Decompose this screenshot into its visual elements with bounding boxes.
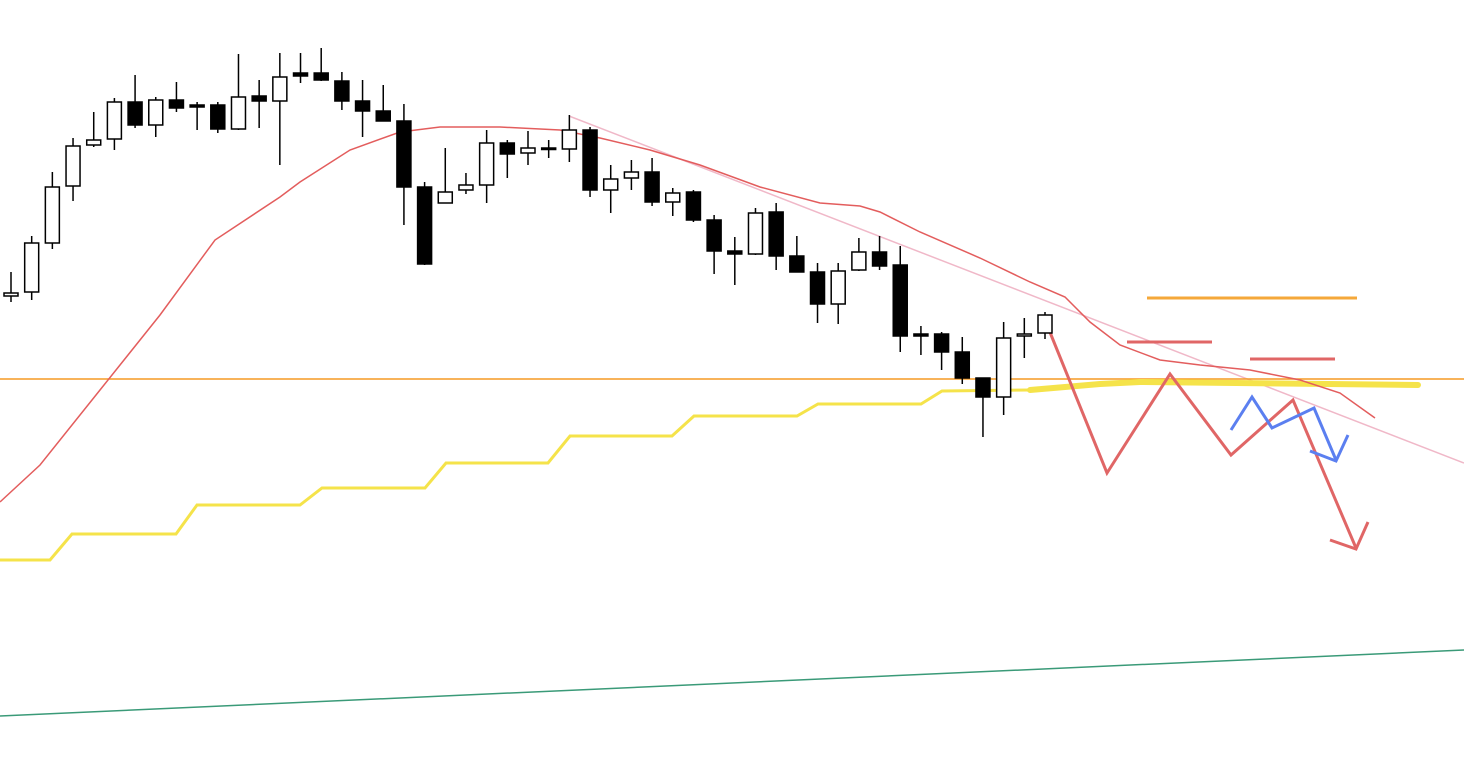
candle-body — [540, 147, 557, 151]
candle-body — [1037, 314, 1053, 334]
candle-body — [789, 255, 805, 273]
candle-body — [975, 377, 991, 398]
projection-path — [1043, 319, 1358, 549]
candle-body — [954, 351, 971, 379]
candle-body — [230, 96, 247, 130]
candle-body — [520, 147, 536, 154]
candle-body — [127, 101, 143, 126]
candle-body — [458, 184, 474, 191]
candle-body — [44, 186, 61, 244]
candle-body — [168, 99, 185, 109]
candle-body — [685, 191, 702, 221]
candle-body — [623, 171, 640, 179]
candle-body — [478, 142, 495, 186]
projection-path — [1229, 394, 1338, 461]
candle-body — [809, 271, 826, 305]
trend-line — [0, 649, 1464, 717]
candle-body — [437, 191, 454, 204]
candle-body — [106, 101, 123, 140]
candle-body — [727, 250, 743, 255]
candle-body — [830, 270, 846, 305]
candle-body — [665, 192, 681, 203]
moving-average — [0, 126, 1376, 503]
baseline-line — [0, 388, 1031, 562]
candle-body — [602, 178, 619, 191]
candle-body — [871, 251, 888, 267]
candle-body — [210, 104, 226, 130]
candle-body — [582, 129, 598, 191]
candle-body — [851, 251, 867, 271]
candle-body — [913, 333, 929, 337]
candle-body — [416, 186, 433, 265]
trend-line — [568, 115, 1464, 464]
candle-body — [189, 104, 205, 108]
candle-body — [396, 120, 412, 188]
candle-body — [561, 129, 578, 150]
candle-body — [644, 171, 660, 203]
candle-body — [995, 337, 1012, 398]
arrow-head — [1309, 434, 1350, 463]
candle-body — [375, 110, 391, 122]
candle-body — [313, 72, 329, 81]
candle-body — [747, 212, 764, 255]
candle-body — [768, 211, 784, 257]
candle-body — [148, 99, 164, 126]
candle-body — [706, 219, 722, 252]
candle-body — [1016, 333, 1033, 337]
baseline-highlight — [1027, 378, 1421, 393]
candle-body — [272, 76, 288, 102]
candle-body — [354, 100, 371, 112]
candle-body — [292, 72, 309, 77]
candle-body — [85, 139, 102, 146]
candle-body — [251, 95, 267, 102]
candle-body — [3, 292, 19, 297]
candle-body — [499, 142, 516, 155]
candles — [3, 48, 1053, 437]
candle-body — [334, 80, 350, 102]
candle-body — [23, 242, 40, 293]
candle-body — [892, 264, 908, 337]
arrow-head — [1329, 521, 1370, 551]
candle-body — [933, 333, 950, 353]
candle-body — [65, 145, 81, 187]
